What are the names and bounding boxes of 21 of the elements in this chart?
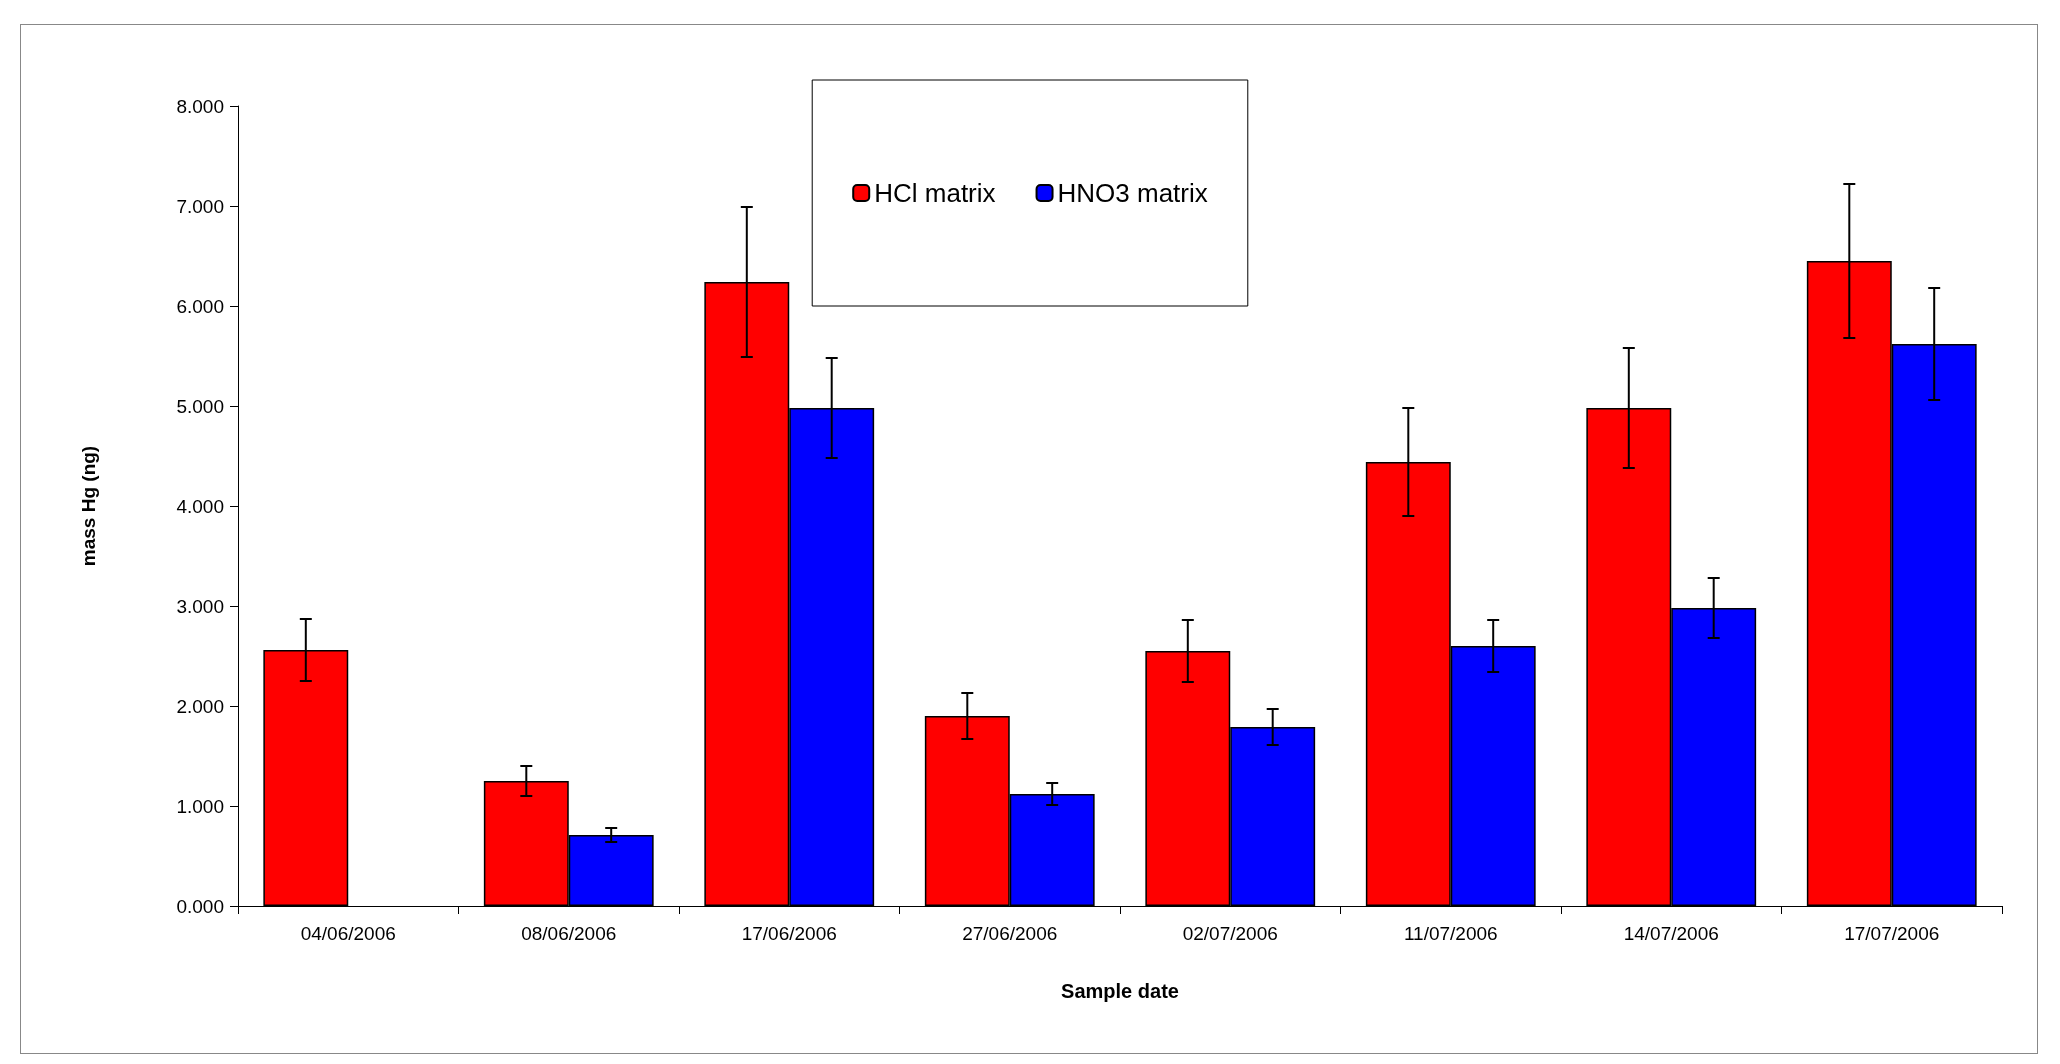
y-tick-label: 1.000 (176, 795, 224, 817)
y-tick-label: 5.000 (176, 395, 224, 417)
y-tick-label: 7.000 (176, 195, 224, 217)
x-tick-label: 14/07/2006 (1623, 923, 1719, 944)
x-tick-label: 27/06/2006 (962, 923, 1058, 944)
x-tick-label: 04/06/2006 (300, 923, 396, 944)
y-axis-title: mass Hg (ng) (78, 445, 99, 567)
y-tick-label: 6.000 (176, 295, 224, 317)
y-tick-label: 0.000 (176, 895, 224, 917)
x-tick-label: 17/06/2006 (741, 923, 837, 944)
x-axis-title: Sample date (1061, 980, 1179, 1002)
x-tick-label: 11/07/2006 (1403, 923, 1498, 944)
x-tick-label: 08/06/2006 (521, 923, 617, 944)
legend-label: HCl matrix (874, 178, 996, 208)
y-tick-label: 4.000 (176, 495, 224, 517)
y-tick-label: 2.000 (176, 695, 224, 717)
y-tick-label: 8.000 (176, 95, 224, 117)
x-tick-label: 17/07/2006 (1844, 923, 1940, 944)
y-tick-label: 3.000 (176, 595, 224, 617)
legend-label: HNO3 matrix (1057, 178, 1208, 208)
x-tick-label: 02/07/2006 (1182, 923, 1278, 944)
